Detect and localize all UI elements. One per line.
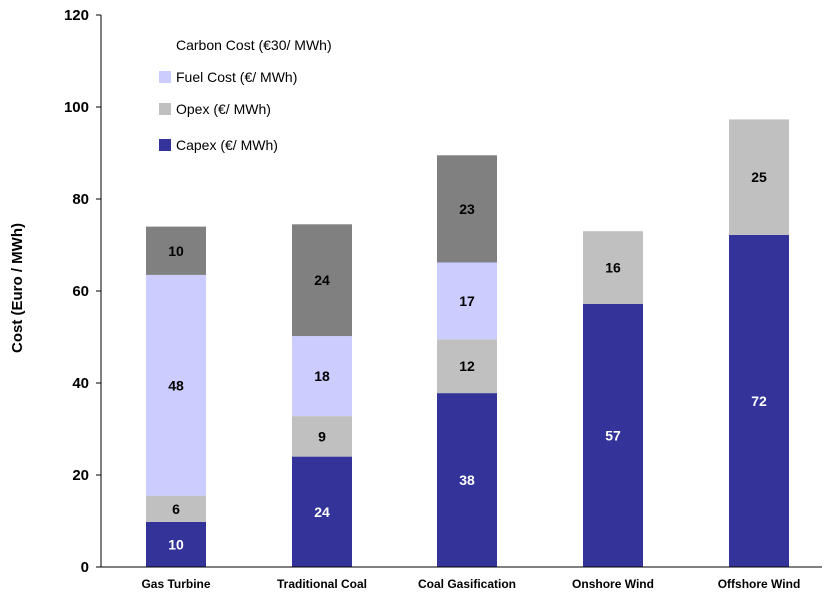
x-tick-label: Gas Turbine [141,577,210,591]
bar-segment [437,339,497,394]
data-label: 23 [459,201,475,217]
legend: Carbon Cost (€30/ MWh) Fuel Cost (€/ MWh)… [159,37,332,153]
bar-segment [583,231,643,304]
bar-segment [146,226,206,275]
bars: 10 6 48 10 24 9 18 24 38 12 17 23 57 16 72 25 [146,119,789,567]
data-label: 12 [459,358,475,374]
data-label: 57 [605,427,621,443]
y-axis-label: Cost (Euro / MWh) [9,223,26,353]
y-tick-label: 60 [72,283,89,300]
data-label: 48 [168,377,184,393]
data-label: 16 [605,260,621,276]
data-label: 72 [751,393,767,409]
data-label: 24 [314,504,330,520]
y-axis: 0 20 40 60 80 100 120 [64,7,102,576]
bar-segment [437,393,497,567]
bar-segment [729,234,789,567]
x-tick-label: Offshore Wind [718,577,801,591]
y-tick-label: 80 [72,191,89,208]
data-label: 9 [318,428,326,444]
bar-segment [729,119,789,235]
bar-segment [583,303,643,567]
bar-segment [292,336,352,417]
y-tick-label: 40 [72,375,89,392]
bar-segment [437,155,497,263]
bar-segment [292,456,352,567]
legend-entry: Opex (€/ MWh) [176,101,271,117]
legend-entry: Fuel Cost (€/ MWh) [176,69,297,85]
data-label: 10 [168,536,184,552]
data-label: 6 [172,501,180,517]
x-tick-label: Traditional Coal [277,577,367,591]
y-tick-label: 120 [64,7,89,24]
y-tick-label: 100 [64,99,89,116]
data-label: 17 [459,293,475,309]
bar-segment [437,262,497,340]
data-label: 24 [314,272,330,288]
bar-segment [146,274,206,496]
x-axis: Gas Turbine Traditional Coal Coal Gasifica… [101,566,822,591]
bar-segment [292,224,352,337]
bar-segment [146,521,206,567]
data-label: 18 [314,368,330,384]
legend-swatch [159,103,171,115]
legend-swatch [159,71,171,83]
y-tick-label: 20 [72,467,89,484]
data-label: 25 [751,169,767,185]
data-label: 38 [459,472,475,488]
legend-swatch [159,139,171,151]
y-tick-label: 0 [81,559,89,576]
data-label: 10 [168,243,184,259]
bar-segment [146,495,206,522]
x-tick-label: Coal Gasification [418,577,516,591]
bar-segment [292,416,352,457]
legend-entry: Carbon Cost (€30/ MWh) [176,37,332,53]
legend-entry: Capex (€/ MWh) [176,137,278,153]
x-tick-label: Onshore Wind [572,577,654,591]
